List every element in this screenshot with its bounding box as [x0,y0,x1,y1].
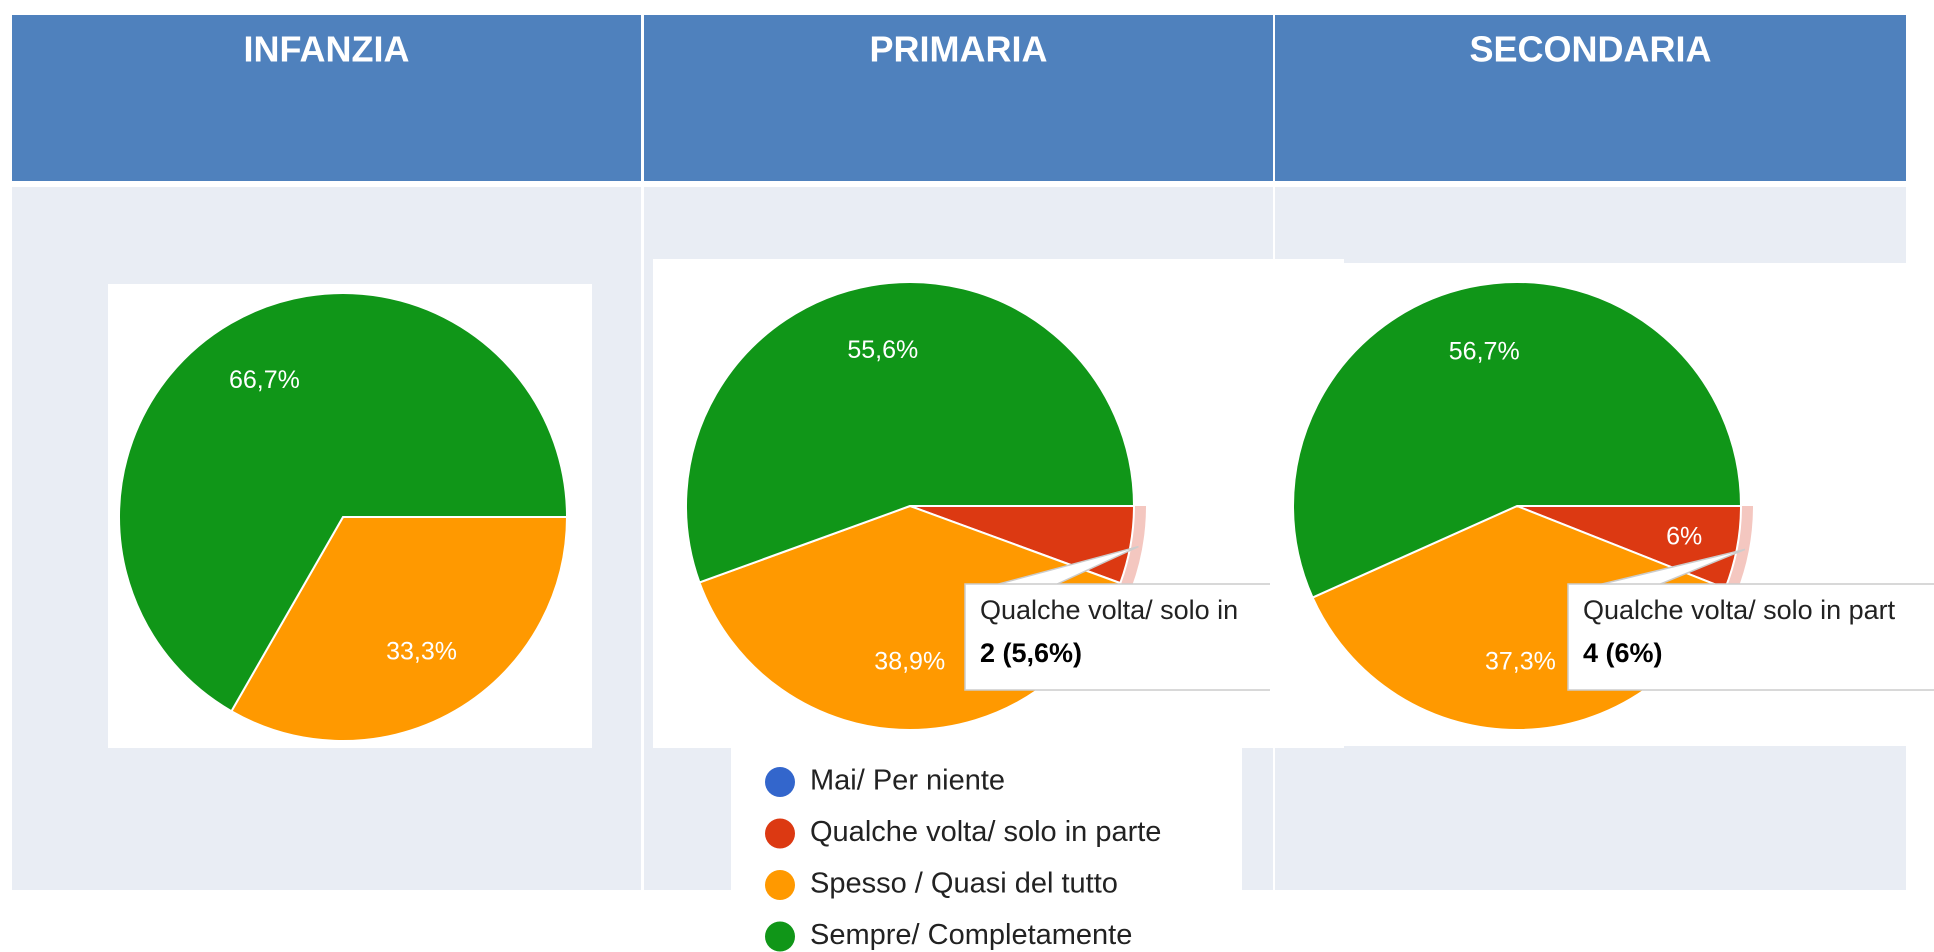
slice-label: 66,7% [229,366,300,394]
slice-label: 38,9% [874,647,945,675]
pie-slice [685,281,1136,584]
pie-slice [1292,281,1743,599]
legend-label: Qualche volta/ solo in parte [810,816,1161,848]
legend-label: Spesso / Quasi del tutto [810,868,1118,900]
legend-swatch [765,921,795,952]
slice-label: 55,6% [847,336,918,364]
tooltip-value: 4 (6%) [1583,638,1663,668]
legend-label: Mai/ Per niente [810,765,1005,797]
header-cell [644,15,1273,181]
tooltip [964,583,1296,691]
legend-swatch [765,870,795,900]
tooltip-value: 2 (5,6%) [980,638,1082,668]
header-cell [1275,15,1906,181]
slice-label: 37,3% [1485,647,1556,675]
pie-slice [118,292,569,713]
header-cell [12,15,641,181]
column-header: SECONDARIA [1469,29,1711,70]
pie-slice [230,516,569,742]
slice-label: 33,3% [386,637,457,665]
slice-label: 6% [1666,523,1702,551]
slice-label: 56,7% [1449,337,1520,365]
column-header: INFANZIA [244,29,410,70]
tooltip-label: Qualche volta/ solo in part [1583,595,1896,625]
legend-swatch [765,818,795,849]
column-header: PRIMARIA [870,29,1048,70]
legend-box [731,748,1242,952]
legend-label: Sempre/ Completamente [810,919,1132,951]
legend-swatch [765,767,795,797]
tooltip [1567,583,1934,691]
tooltip-label: Qualche volta/ solo in [980,595,1238,625]
